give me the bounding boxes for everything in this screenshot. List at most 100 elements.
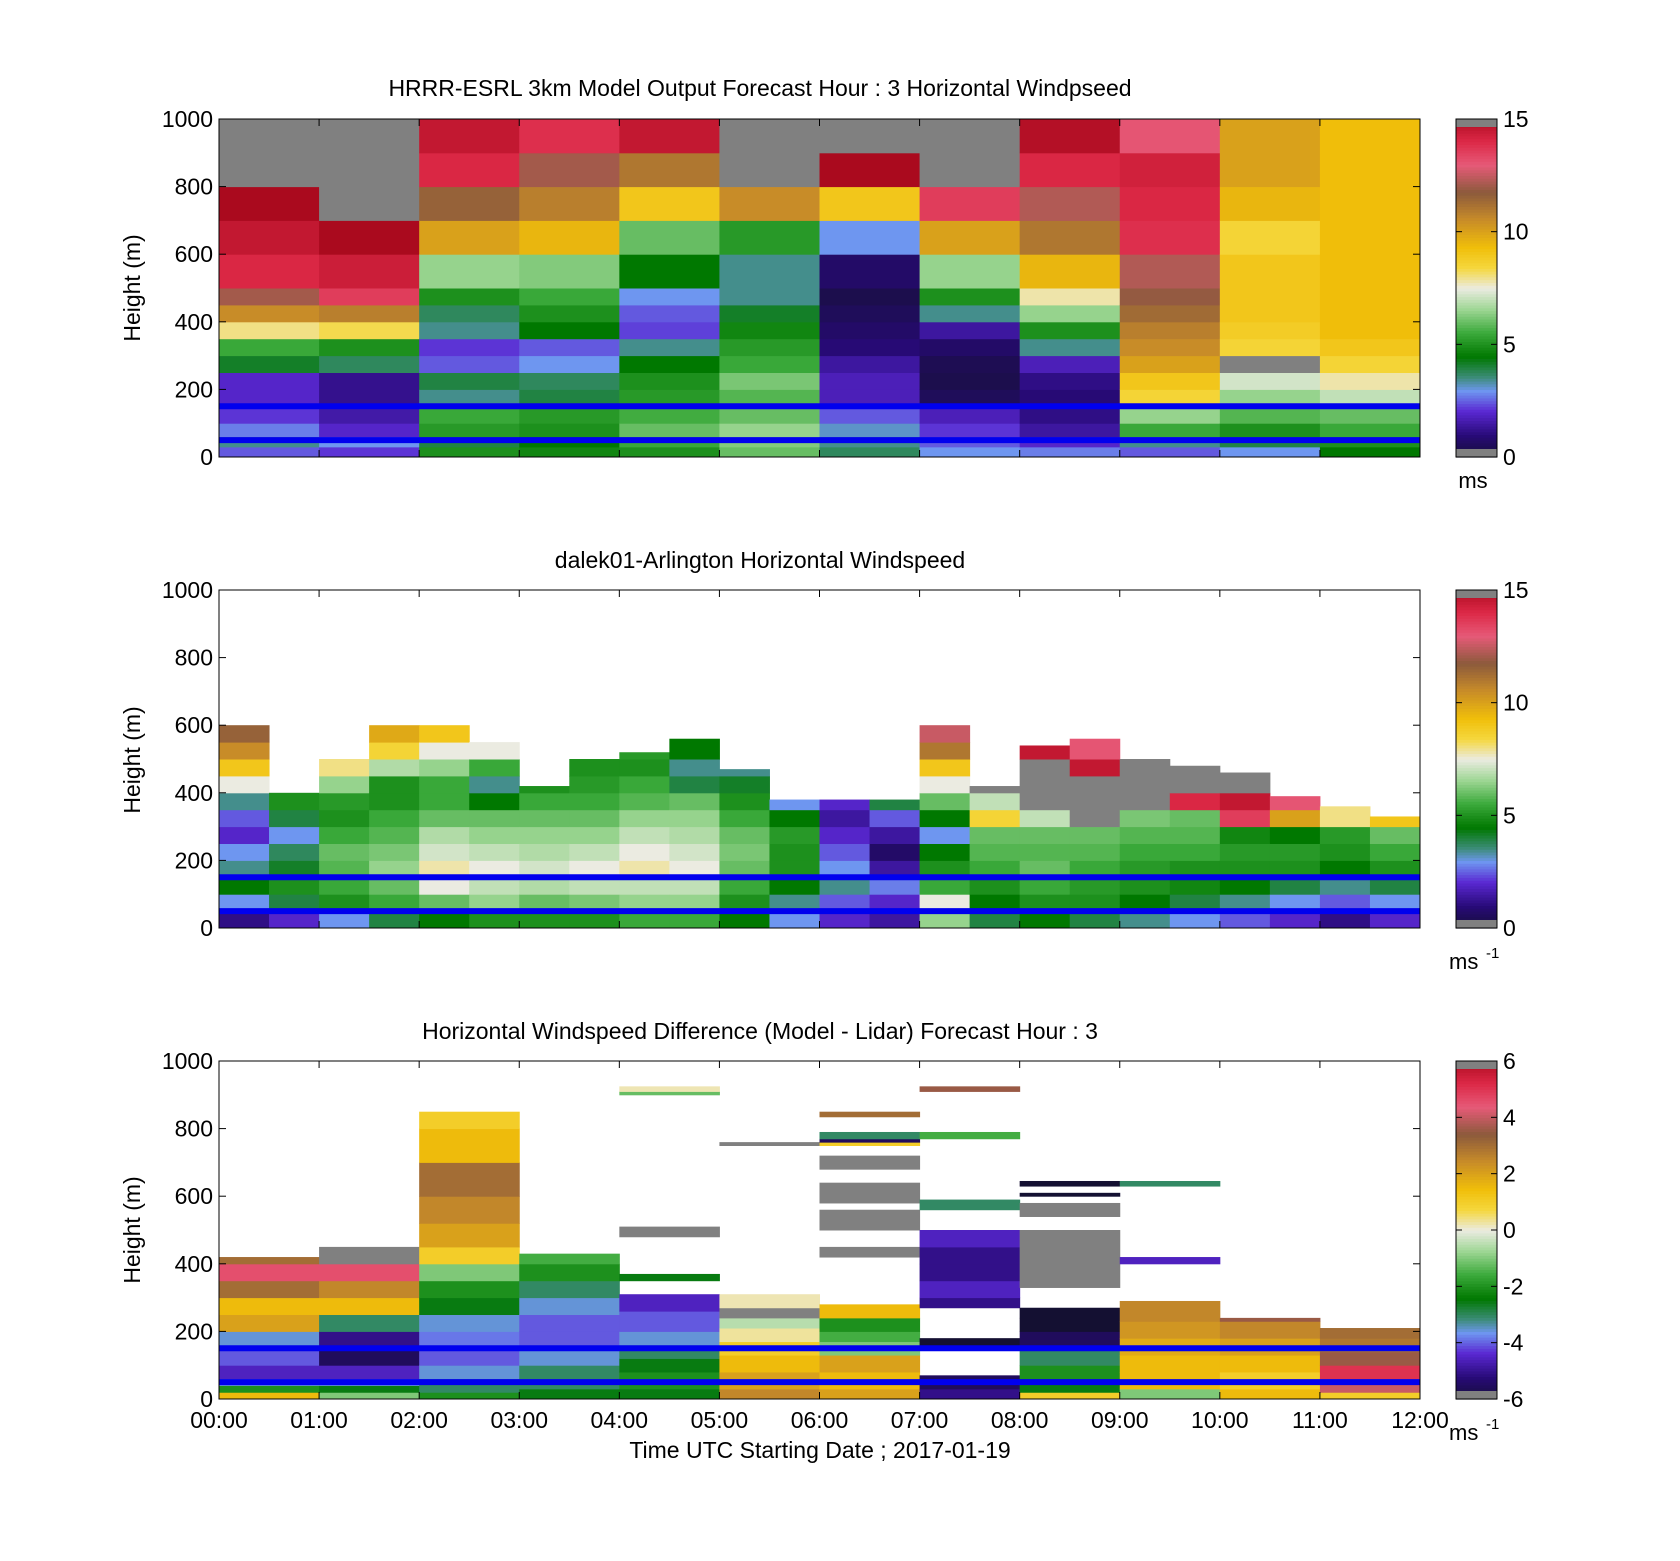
cell-19-8 (1169, 765, 1221, 794)
colorbar-swatch-30 (1456, 369, 1497, 374)
cell-7-10 (919, 288, 1021, 306)
colorbar-tick-label-2: 10 (1503, 219, 1529, 245)
cell-2-9 (319, 759, 370, 777)
y-tick-label-1: 200 (175, 1318, 213, 1344)
colorbar-swatch-79 (1456, 1173, 1497, 1178)
colorbar-swatch-30 (1456, 840, 1497, 845)
cell-8-2 (1019, 423, 1121, 438)
cell-2-10 (419, 288, 520, 306)
cell-2-0 (419, 1392, 520, 1400)
cell-9-8 (1119, 321, 1221, 340)
cell-4-5 (419, 826, 470, 844)
cell-0-8 (219, 775, 270, 794)
colorbar-swatch-96 (1456, 1125, 1497, 1130)
x-tick-label-11: 11:00 (1292, 1407, 1348, 1433)
cell-3-0 (519, 1388, 620, 1400)
cell-4-2 (419, 877, 470, 895)
colorbar-swatch-46 (1456, 324, 1497, 329)
cell-2-8 (319, 775, 370, 794)
colorbar-swatch-112 (1456, 609, 1497, 614)
colorbar-swatch-24 (1456, 1328, 1497, 1332)
cell-12-2 (819, 877, 871, 895)
cell-14-5 (919, 826, 971, 844)
cell-5-6 (719, 355, 820, 373)
cell-17-1 (1069, 894, 1121, 912)
colorbar-swatch-112 (1456, 1080, 1497, 1085)
cell-2-2 (419, 1365, 520, 1380)
cell-11-0 (1319, 446, 1421, 458)
colorbar-swatch-46 (1456, 1266, 1497, 1271)
colorbar-swatch-93 (1456, 663, 1497, 667)
cell-2-12 (419, 220, 520, 255)
cell-12-4 (819, 843, 871, 861)
colorbar-swatch-42 (1456, 335, 1497, 340)
cell-15-7 (969, 792, 1021, 811)
cell-22-5 (1319, 826, 1371, 844)
colorbar-swatch-93 (1456, 1134, 1497, 1138)
cell-8-6 (1019, 355, 1121, 373)
cell-2-13 (419, 1128, 520, 1163)
cell-6-3 (819, 406, 921, 424)
colorbar-swatch-64 (1456, 273, 1497, 278)
cell-3-3 (519, 1348, 620, 1366)
cell-1-3 (319, 1365, 420, 1380)
colorbar-swatch-52 (1456, 778, 1497, 783)
cell-18-6 (1119, 809, 1171, 828)
cell-12-1 (819, 894, 871, 912)
cell-9-6 (669, 809, 720, 828)
colorbar-swatch-92 (1456, 1137, 1497, 1141)
cell-2-2 (319, 877, 370, 895)
cell-11-2 (1319, 423, 1421, 438)
cell-19-2 (1169, 877, 1221, 895)
cell-8-3 (619, 860, 670, 878)
colorbar-swatch-31 (1456, 366, 1497, 371)
cell-9-6 (1119, 1257, 1221, 1265)
cell-9-3 (1119, 406, 1221, 424)
colorbar-swatch-49 (1456, 787, 1497, 791)
colorbar-swatch-55 (1456, 1241, 1497, 1245)
colorbar-swatch-110 (1456, 1086, 1497, 1090)
cell-11-2 (769, 877, 820, 895)
cell-3-7 (519, 1280, 620, 1299)
cell-0-0 (219, 1392, 320, 1400)
colorbar-swatch-103 (1456, 635, 1497, 639)
cell-2-0 (419, 446, 520, 458)
colorbar-tick-label-3: 15 (1503, 577, 1529, 603)
colorbar-swatch-32 (1456, 1306, 1497, 1310)
cell-9-3 (669, 860, 720, 878)
panel-model-y-axis: 0 200 400 600 800 1000 (162, 106, 1420, 470)
colorbar-swatch-101 (1456, 169, 1497, 174)
colorbar-under-cap (1456, 1391, 1497, 1399)
colorbar-swatch-100 (1456, 643, 1497, 647)
cell-4-8 (619, 321, 720, 340)
cell-0-7 (219, 792, 270, 811)
cell-21-7 (1269, 796, 1321, 811)
colorbar-swatch-27 (1456, 1320, 1497, 1324)
cell-7-10 (919, 1086, 1021, 1092)
cell-20-2 (1219, 877, 1271, 895)
colorbar-swatch-14 (1456, 885, 1497, 890)
colorbar-swatch-65 (1456, 271, 1497, 275)
cell-9-5 (669, 826, 720, 844)
cell-20-3 (1219, 860, 1271, 878)
y-tick-label-3: 600 (175, 712, 213, 738)
cell-6-6 (819, 1304, 921, 1319)
cell-9-9 (1119, 304, 1221, 323)
cell-5-2 (469, 877, 520, 895)
cell-4-6 (619, 1294, 720, 1312)
colorbar-swatch-14 (1456, 1356, 1497, 1361)
cell-9-10 (1119, 288, 1221, 306)
colorbar-swatch-41 (1456, 1280, 1497, 1285)
colorbar-swatch-47 (1456, 1263, 1497, 1268)
cell-3-5 (519, 1314, 620, 1332)
cell-13-0 (869, 911, 921, 929)
cell-4-7 (619, 338, 720, 357)
cell-15-3 (969, 860, 1021, 878)
colorbar-tick-label-1: 5 (1503, 331, 1516, 357)
colorbar-swatch-74 (1456, 1187, 1497, 1192)
cell-5-13 (719, 186, 820, 221)
cell-5-9 (719, 304, 820, 323)
cell-6-2 (519, 877, 570, 895)
panel-difference-x-label: Time UTC Starting Date ; 2017-01-19 (629, 1437, 1010, 1463)
